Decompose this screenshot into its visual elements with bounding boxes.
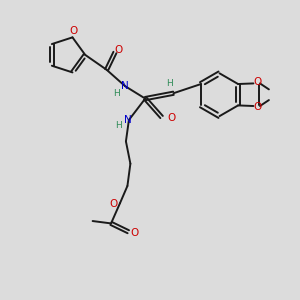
Text: O: O [254,102,262,112]
Text: N: N [124,115,131,125]
Text: H: H [113,89,120,98]
Text: O: O [70,26,78,36]
Text: H: H [116,122,122,130]
Text: H: H [166,79,172,88]
Text: N: N [121,81,129,91]
Text: O: O [167,113,175,124]
Text: O: O [109,199,118,209]
Text: O: O [131,228,139,238]
Text: O: O [254,77,262,87]
Text: O: O [114,44,123,55]
